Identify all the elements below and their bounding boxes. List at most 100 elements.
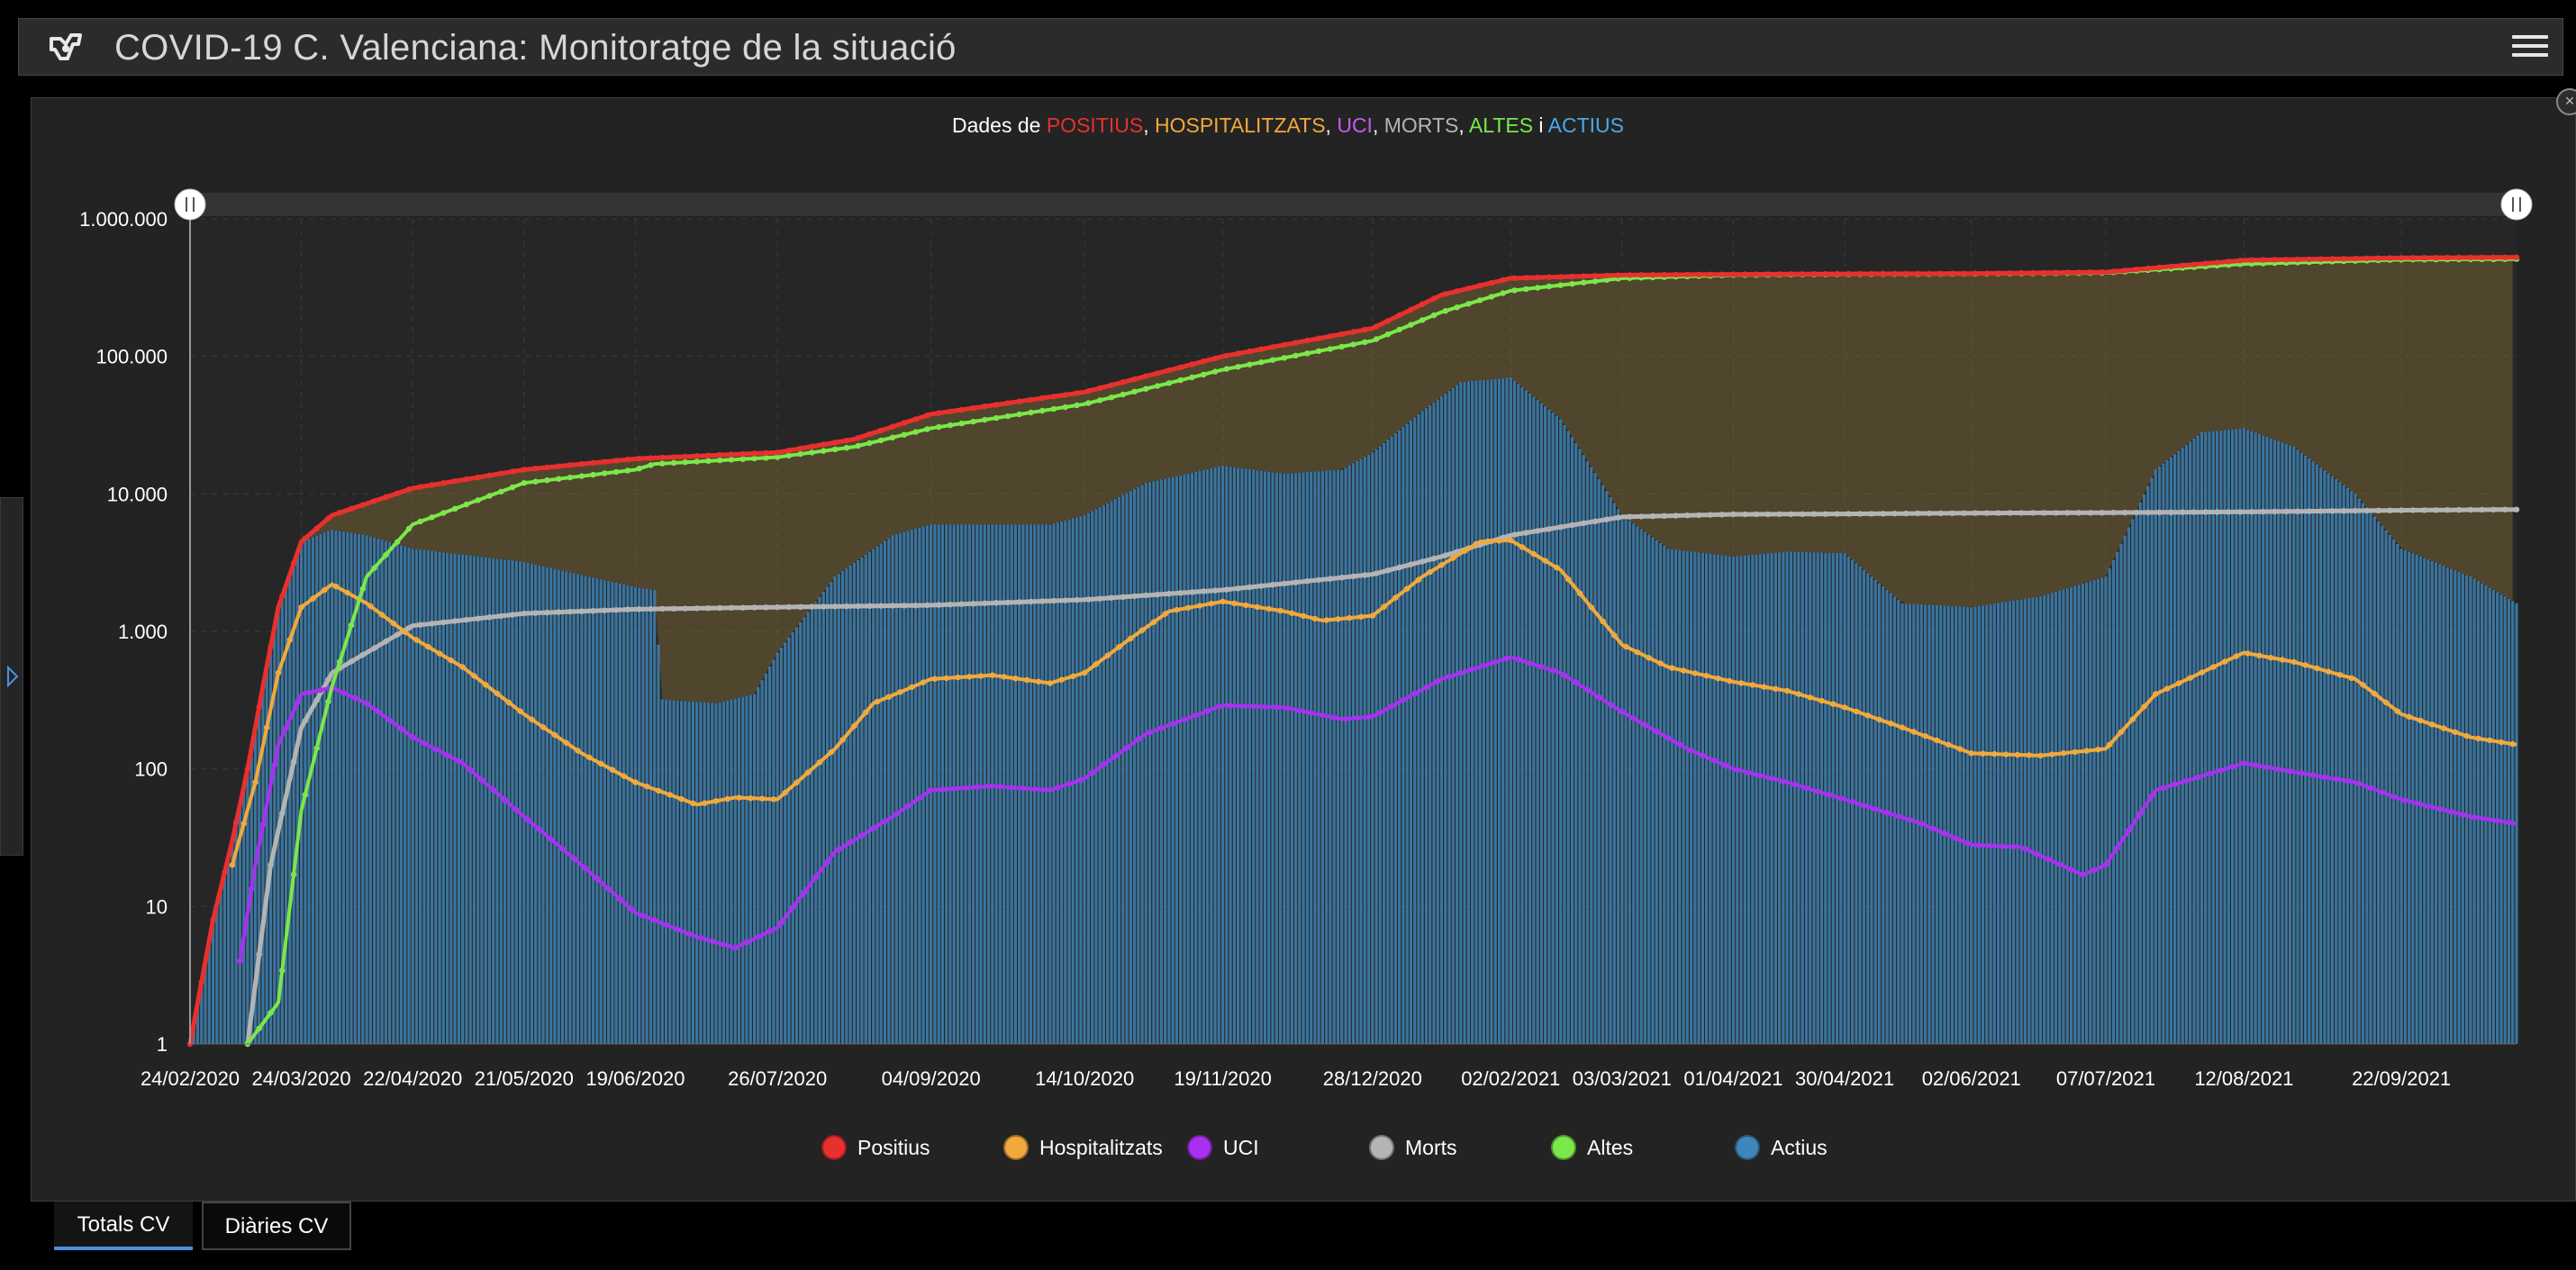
hosp-point [632, 779, 639, 785]
hamburger-menu-icon[interactable] [2512, 30, 2550, 66]
x-tick-label: 30/04/2021 [1795, 1067, 1894, 1090]
morts-point [1338, 575, 1345, 581]
uci-point [858, 832, 866, 839]
actius-bar [341, 531, 346, 1044]
actius-bar [1563, 424, 1566, 1044]
uci-point [709, 938, 715, 945]
altes-point [1546, 283, 1553, 290]
actius-bar [687, 701, 691, 1044]
actius-bar [1232, 467, 1236, 1044]
actius-bar [2223, 430, 2227, 1045]
hosp-point [644, 783, 650, 790]
uci-point [651, 917, 658, 923]
actius-bar [1981, 605, 1985, 1044]
positius-point [878, 427, 884, 434]
uci-point [410, 734, 416, 740]
tab-diaries-cv[interactable]: Diàries CV [202, 1202, 351, 1250]
actius-bar [960, 524, 964, 1044]
positius-point [717, 452, 723, 458]
morts-point [2421, 507, 2427, 513]
close-icon[interactable]: × [2556, 88, 2576, 115]
bookmark-icon[interactable] [48, 32, 84, 64]
uci-point [1503, 655, 1510, 662]
actius-bar [714, 703, 718, 1044]
range-handle-left[interactable] [174, 188, 206, 221]
hosp-point [1703, 673, 1710, 679]
actius-bar [1356, 460, 1359, 1044]
morts-point [2214, 509, 2220, 515]
actius-bar [407, 547, 411, 1044]
actius-bar [2365, 507, 2369, 1044]
app-header: COVID-19 C. Valenciana: Monitoratge de l… [18, 18, 2563, 76]
positius-point [1211, 355, 1219, 362]
actius-bar [1325, 470, 1329, 1044]
actius-bar [2384, 530, 2388, 1044]
actius-bar [748, 694, 752, 1044]
positius-point [1131, 376, 1138, 383]
positius-point [843, 437, 850, 444]
x-tick-label: 02/06/2021 [1922, 1067, 2021, 1090]
actius-bar [2031, 597, 2035, 1044]
uci-point [974, 784, 981, 791]
uci-point [2390, 794, 2397, 800]
hosp-point [1254, 603, 1261, 611]
positius-point [924, 413, 930, 419]
range-handle-right[interactable] [2500, 188, 2533, 221]
actius-bar [1992, 603, 1996, 1044]
morts-point [1592, 518, 1599, 524]
hosp-point [863, 709, 869, 716]
actius-bar [1086, 513, 1090, 1044]
uci-point [1308, 710, 1314, 716]
hosp-point [586, 754, 593, 761]
actius-bar [1973, 606, 1977, 1044]
morts-point [463, 616, 470, 623]
uci-point [271, 761, 277, 768]
uci-point [1999, 843, 2005, 849]
actius-bar [231, 840, 234, 1044]
actius-bar [1828, 552, 1831, 1044]
actius-bar [845, 568, 848, 1044]
uci-point [1688, 748, 1694, 754]
positius-point [2467, 254, 2474, 261]
uci-point [1193, 712, 1199, 719]
actius-bar [2208, 431, 2211, 1044]
altes-point [509, 484, 516, 491]
altes-point [1557, 282, 1564, 288]
actius-bar [353, 533, 357, 1044]
hosp-point [1058, 676, 1065, 683]
positius-point [1258, 346, 1265, 352]
actius-bar [1651, 537, 1655, 1044]
hosp-point [1554, 565, 1560, 571]
hosp-point [1657, 660, 1664, 667]
actius-bar [1819, 552, 1824, 1044]
hosp-point [1323, 617, 1329, 623]
altes-point [1315, 348, 1322, 354]
actius-bar [557, 569, 560, 1044]
hosp-point [1473, 540, 1480, 548]
actius-bar [1456, 385, 1459, 1044]
morts-point [2041, 510, 2047, 516]
actius-bar [930, 524, 933, 1044]
actius-bar [1386, 440, 1390, 1044]
uci-point [1642, 721, 1648, 728]
hosp-point [2360, 682, 2366, 688]
morts-point [705, 605, 712, 612]
actius-bar [1690, 551, 1693, 1044]
hosp-point [1357, 613, 1365, 620]
positius-point [636, 456, 642, 462]
uci-point [617, 896, 623, 903]
uci-point [478, 776, 485, 784]
morts-point [1396, 564, 1402, 571]
morts-point [936, 602, 942, 608]
morts-point [2248, 509, 2255, 515]
positius-point [1189, 361, 1195, 367]
positius-point [2317, 256, 2324, 262]
actius-bar [1997, 603, 2000, 1044]
tab-totals-cv[interactable]: Totals CV [54, 1202, 193, 1250]
actius-bar [549, 567, 553, 1044]
hosp-point [977, 673, 984, 679]
legend-actius-label: Actius [1771, 1136, 1828, 1159]
side-panel-toggle[interactable] [0, 497, 23, 856]
actius-bar [1420, 411, 1424, 1044]
hosp-point [1415, 576, 1422, 583]
